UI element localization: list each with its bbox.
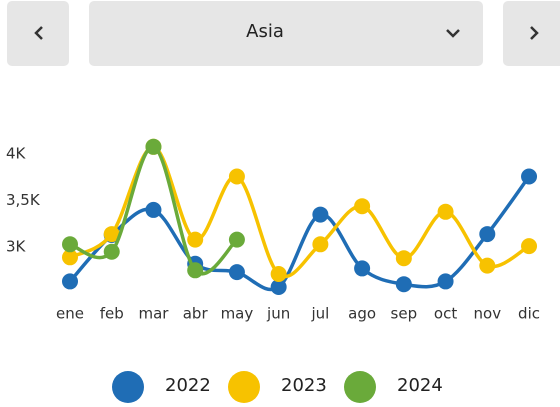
- data-point: [103, 226, 120, 243]
- x-tick-label: sep: [391, 305, 418, 323]
- data-point: [145, 138, 162, 155]
- data-point: [228, 168, 245, 185]
- data-point: [187, 262, 204, 279]
- data-point: [395, 276, 412, 293]
- data-point: [228, 264, 245, 281]
- x-tick-label: mar: [138, 305, 169, 323]
- legend-swatch: [344, 371, 376, 403]
- legend-swatch: [228, 371, 260, 403]
- x-tick-label: abr: [183, 305, 209, 323]
- data-point: [145, 201, 162, 218]
- data-point: [354, 198, 371, 215]
- legend-label: 2023: [281, 375, 327, 396]
- data-point: [187, 231, 204, 248]
- dropdown-icon: [446, 29, 460, 38]
- legend-label: 2024: [397, 375, 443, 396]
- x-tick-label: ene: [56, 305, 84, 323]
- data-point: [437, 203, 454, 220]
- dropdown-label: Asia: [246, 21, 284, 42]
- next-icon: [530, 26, 539, 40]
- y-tick-label: 3,5K: [6, 191, 41, 209]
- data-point: [395, 250, 412, 267]
- x-tick-label: dic: [518, 305, 540, 323]
- data-point: [479, 257, 496, 274]
- x-tick-label: jun: [266, 305, 290, 323]
- y-tick-label: 4K: [6, 145, 27, 163]
- region-dropdown[interactable]: [89, 1, 483, 66]
- next-button[interactable]: [503, 1, 560, 66]
- data-point: [62, 273, 78, 290]
- y-tick-label: 3K: [6, 238, 27, 256]
- legend-swatch: [112, 371, 144, 403]
- data-point: [62, 249, 78, 266]
- series-line: [68, 174, 531, 292]
- x-tick-label: feb: [100, 305, 124, 323]
- data-point: [312, 236, 329, 253]
- x-tick-label: jul: [310, 305, 329, 323]
- data-point: [270, 266, 287, 282]
- prev-icon: [34, 26, 43, 40]
- data-point: [270, 279, 287, 295]
- legend-label: 2022: [165, 375, 211, 396]
- data-point: [354, 260, 371, 277]
- data-point: [312, 206, 329, 223]
- data-point: [103, 243, 120, 260]
- data-point: [437, 273, 454, 290]
- x-tick-label: nov: [474, 305, 502, 323]
- data-point: [479, 226, 496, 243]
- x-tick-label: ago: [348, 305, 376, 323]
- x-tick-label: oct: [434, 305, 457, 323]
- data-point: [521, 238, 538, 255]
- data-point: [521, 168, 538, 185]
- data-point: [228, 231, 245, 248]
- data-point: [62, 236, 78, 253]
- x-tick-label: may: [221, 305, 254, 323]
